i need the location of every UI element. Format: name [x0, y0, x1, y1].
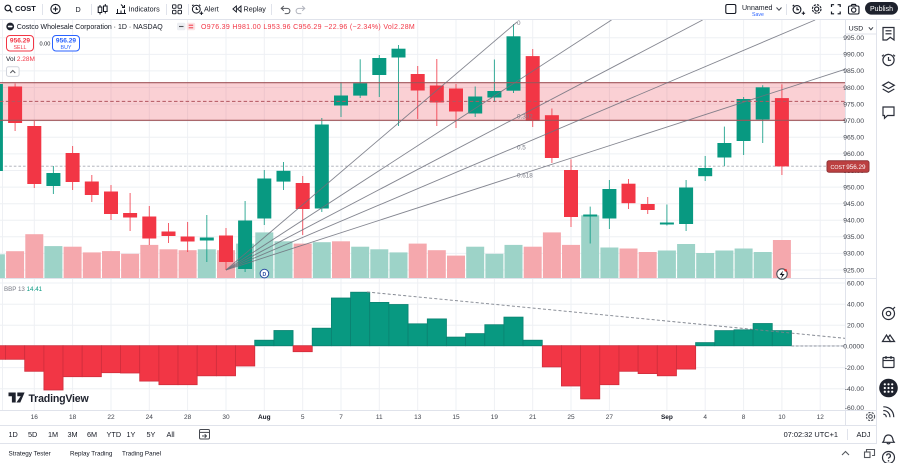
- svg-text:945.00: 945.00: [843, 201, 864, 208]
- svg-text:995.00: 995.00: [843, 35, 864, 42]
- svg-text:D: D: [76, 5, 81, 14]
- svg-text:Replay Trading: Replay Trading: [70, 451, 113, 458]
- svg-text:19: 19: [491, 414, 499, 421]
- svg-text:7: 7: [339, 414, 343, 421]
- svg-text:6M: 6M: [87, 430, 97, 439]
- svg-text:TradingView: TradingView: [29, 393, 90, 405]
- svg-text:Sep: Sep: [661, 414, 673, 421]
- svg-text:18: 18: [69, 414, 77, 421]
- svg-text:YTD: YTD: [107, 430, 122, 439]
- svg-text:0.0000: 0.0000: [843, 344, 864, 351]
- svg-text:10: 10: [778, 414, 786, 421]
- svg-text:25: 25: [567, 414, 575, 421]
- svg-text:COST: COST: [831, 165, 846, 171]
- svg-text:ADJ: ADJ: [857, 430, 871, 439]
- svg-text:Save: Save: [752, 12, 764, 18]
- svg-text:930.00: 930.00: [843, 251, 864, 258]
- svg-text:0.00: 0.00: [40, 41, 51, 47]
- svg-text:965.00: 965.00: [843, 135, 864, 142]
- svg-text:-60.00: -60.00: [845, 405, 864, 412]
- svg-text:956.29: 956.29: [10, 37, 31, 44]
- svg-text:Unnamed: Unnamed: [742, 5, 772, 12]
- svg-text:Replay: Replay: [244, 5, 267, 14]
- svg-text:13: 13: [414, 414, 422, 421]
- svg-text:27: 27: [606, 414, 614, 421]
- svg-text:935.00: 935.00: [843, 234, 864, 241]
- svg-text:20.00: 20.00: [847, 323, 864, 330]
- svg-text:28: 28: [184, 414, 192, 421]
- svg-text:1D: 1D: [9, 430, 18, 439]
- svg-text:990.00: 990.00: [843, 52, 864, 59]
- svg-text:Indicators: Indicators: [129, 5, 161, 14]
- svg-text:-40.00: -40.00: [845, 386, 864, 393]
- svg-text:Alert: Alert: [204, 5, 219, 14]
- svg-text:-20.00: -20.00: [845, 365, 864, 372]
- svg-text:980.00: 980.00: [843, 85, 864, 92]
- svg-text:8: 8: [742, 414, 746, 421]
- svg-text:Strategy Tester: Strategy Tester: [9, 451, 51, 458]
- svg-text:0: 0: [517, 20, 521, 27]
- svg-text:4: 4: [703, 414, 707, 421]
- svg-text:5: 5: [301, 414, 305, 421]
- svg-text:60.00: 60.00: [847, 280, 864, 287]
- svg-text:07:02:32 UTC+1: 07:02:32 UTC+1: [784, 430, 838, 439]
- svg-text:Publish: Publish: [870, 6, 893, 13]
- svg-text:925.00: 925.00: [843, 267, 864, 274]
- svg-text:16: 16: [31, 414, 39, 421]
- svg-text:960.00: 960.00: [843, 151, 864, 158]
- svg-text:21: 21: [529, 414, 537, 421]
- svg-text:COST: COST: [15, 4, 36, 13]
- svg-text:11: 11: [376, 414, 383, 421]
- svg-text:1Y: 1Y: [127, 430, 136, 439]
- svg-text:12: 12: [817, 414, 825, 421]
- svg-text:985.00: 985.00: [843, 68, 864, 75]
- svg-text:0.618: 0.618: [517, 173, 533, 180]
- svg-text:5Y: 5Y: [147, 430, 156, 439]
- svg-text:SELL: SELL: [14, 45, 27, 51]
- svg-text:40.00: 40.00: [847, 302, 864, 309]
- svg-text:D: D: [263, 272, 267, 278]
- svg-text:950.00: 950.00: [843, 184, 864, 191]
- svg-text:All: All: [167, 430, 175, 439]
- svg-text:USD: USD: [849, 26, 863, 33]
- svg-text:1M: 1M: [48, 430, 58, 439]
- svg-text:Trading Panel: Trading Panel: [122, 451, 161, 458]
- svg-text:Costco Wholesale Corporation ·: Costco Wholesale Corporation · 1D · NASD…: [17, 24, 163, 31]
- svg-text:956.29: 956.29: [846, 164, 866, 171]
- svg-text:0.5: 0.5: [517, 145, 526, 152]
- svg-text:956.29: 956.29: [56, 37, 77, 44]
- svg-text:975.00: 975.00: [843, 101, 864, 108]
- svg-text:BUY: BUY: [61, 45, 72, 51]
- svg-text:Aug: Aug: [258, 414, 271, 421]
- svg-text:940.00: 940.00: [843, 218, 864, 225]
- svg-text:970.00: 970.00: [843, 118, 864, 125]
- svg-text:0.382: 0.382: [517, 114, 533, 121]
- svg-text:3M: 3M: [68, 430, 78, 439]
- svg-text:24: 24: [146, 414, 154, 421]
- svg-text:5D: 5D: [28, 430, 37, 439]
- svg-text:30: 30: [222, 414, 230, 421]
- svg-text:22: 22: [107, 414, 115, 421]
- svg-text:15: 15: [452, 414, 460, 421]
- svg-text:O976.39 H981.00 L953.96 C956.2: O976.39 H981.00 L953.96 C956.29 −22.96 (…: [201, 24, 415, 31]
